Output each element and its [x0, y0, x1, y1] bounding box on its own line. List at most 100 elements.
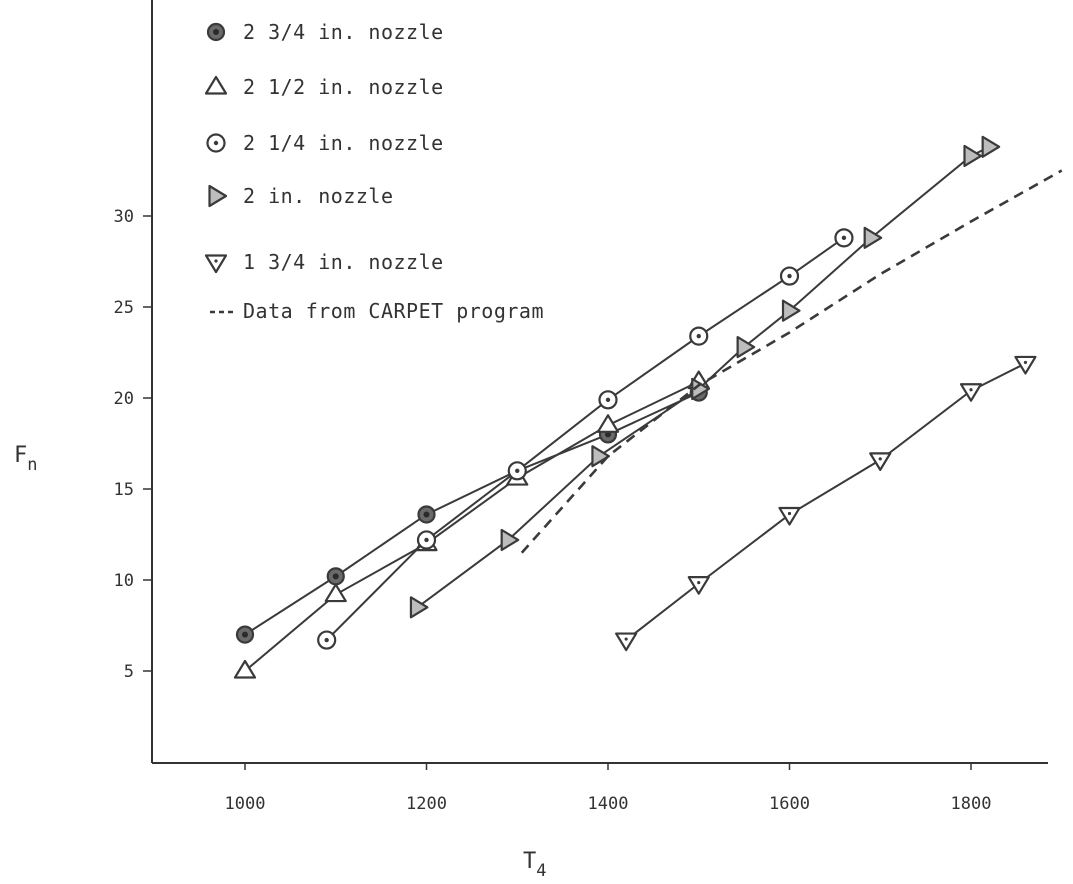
- marker-center: [213, 29, 219, 35]
- data-point: [326, 567, 345, 586]
- data-point: [778, 506, 801, 526]
- marker-center: [787, 511, 792, 516]
- marker-triangle: [500, 528, 520, 552]
- marker-triangle: [204, 254, 228, 274]
- data-point: [417, 505, 436, 524]
- marker-triangle: [781, 299, 801, 322]
- marker-center: [605, 397, 611, 403]
- legend-item: 2 1/4 in. nozzle: [206, 131, 444, 155]
- series-data-from-carpet-program: [520, 169, 1063, 554]
- series-2-3-4-in-nozzle: [235, 383, 708, 644]
- legend-marker: [204, 254, 228, 274]
- marker-center: [214, 259, 218, 263]
- axes: [151, 0, 1048, 764]
- data-point: [615, 632, 638, 652]
- x-tick-label: 1200: [406, 794, 447, 814]
- series-1-3-4-in-nozzle: [615, 355, 1037, 652]
- marker-center: [515, 468, 520, 473]
- legend-label: 2 1/4 in. nozzle: [243, 131, 444, 155]
- marker-center: [696, 333, 701, 339]
- data-point: [963, 144, 983, 168]
- x-axis-title-subscript: 4: [536, 861, 546, 881]
- legend-label: 2 in. nozzle: [243, 184, 394, 208]
- data-point: [781, 299, 801, 322]
- data-point: [736, 335, 756, 359]
- data-point: [1014, 355, 1037, 375]
- marker-center: [969, 388, 973, 392]
- marker-center: [423, 511, 430, 518]
- legend-label: 1 3/4 in. nozzle: [243, 250, 444, 274]
- marker-center: [787, 273, 792, 279]
- marker-center: [878, 457, 882, 461]
- marker-triangle: [981, 135, 1001, 158]
- data-point: [591, 445, 611, 468]
- marker-center: [213, 140, 219, 146]
- legend-item: 2 1/2 in. nozzle: [204, 75, 444, 99]
- marker-triangle: [233, 659, 257, 679]
- series-2-in-nozzle: [409, 135, 1001, 619]
- legend-marker: [208, 184, 228, 208]
- x-ticks: 1000 1200 1400 1600 1800: [225, 763, 992, 814]
- data-point: [598, 390, 618, 410]
- data-point: [863, 226, 883, 249]
- series-layer: [233, 135, 1063, 679]
- legend-marker: [206, 133, 226, 153]
- legend-label: 2 1/2 in. nozzle: [243, 75, 444, 99]
- x-tick-label: 1600: [769, 794, 810, 814]
- marker-center: [324, 637, 329, 643]
- marker-triangle: [963, 144, 983, 168]
- y-tick-label: 15: [114, 480, 134, 500]
- data-point: [409, 596, 429, 619]
- marker-triangle: [591, 445, 611, 468]
- y-axis-title-subscript: n: [27, 455, 37, 475]
- marker-triangle: [687, 576, 710, 595]
- marker-center: [624, 637, 628, 641]
- series-line: [244, 391, 700, 636]
- data-point: [317, 630, 337, 650]
- data-point: [689, 326, 709, 346]
- series-line: [244, 380, 700, 672]
- series-line: [520, 169, 1063, 554]
- marker-triangle: [596, 414, 620, 433]
- marker-center: [697, 581, 701, 585]
- y-tick-label: 25: [114, 298, 134, 318]
- x-axis-title-main: T: [523, 849, 536, 874]
- data-point: [779, 266, 800, 286]
- x-tick-label: 1800: [951, 794, 992, 814]
- y-tick-label: 10: [114, 571, 134, 591]
- marker-triangle: [959, 383, 983, 402]
- data-point: [416, 530, 437, 550]
- y-ticks: 5 10 15 20 25 30: [114, 207, 152, 682]
- y-tick-label: 20: [114, 389, 134, 409]
- data-point: [324, 583, 347, 603]
- y-axis-title: Fn: [14, 443, 38, 475]
- data-point: [507, 461, 527, 481]
- marker-center: [332, 573, 339, 580]
- legend: 2 3/4 in. nozzle 2 1/2 in. nozzle 2 1/4 in…: [204, 20, 544, 323]
- marker-center: [1023, 360, 1028, 365]
- legend-marker: [204, 75, 228, 95]
- marker-triangle: [208, 184, 228, 208]
- legend-item: 2 3/4 in. nozzle: [206, 20, 444, 44]
- data-point: [869, 452, 892, 471]
- y-axis-title-main: F: [14, 443, 27, 468]
- legend-label: Data from CARPET program: [243, 299, 544, 323]
- y-tick-label: 30: [114, 207, 134, 227]
- data-point: [596, 414, 620, 433]
- marker-triangle: [324, 583, 347, 603]
- series-2-1-4-in-nozzle: [317, 228, 854, 650]
- data-point: [981, 135, 1001, 158]
- marker-center: [424, 537, 429, 543]
- marker-triangle: [615, 632, 638, 652]
- x-tick-label: 1400: [588, 794, 629, 814]
- legend-label: 2 3/4 in. nozzle: [243, 20, 444, 44]
- marker-triangle: [869, 452, 892, 471]
- marker-triangle: [778, 506, 801, 526]
- legend-marker: [206, 22, 226, 42]
- marker-center: [841, 235, 847, 241]
- legend-item: Data from CARPET program: [210, 299, 544, 323]
- marker-triangle: [1014, 355, 1037, 375]
- data-point: [687, 576, 710, 595]
- x-axis-title: T4: [523, 849, 547, 881]
